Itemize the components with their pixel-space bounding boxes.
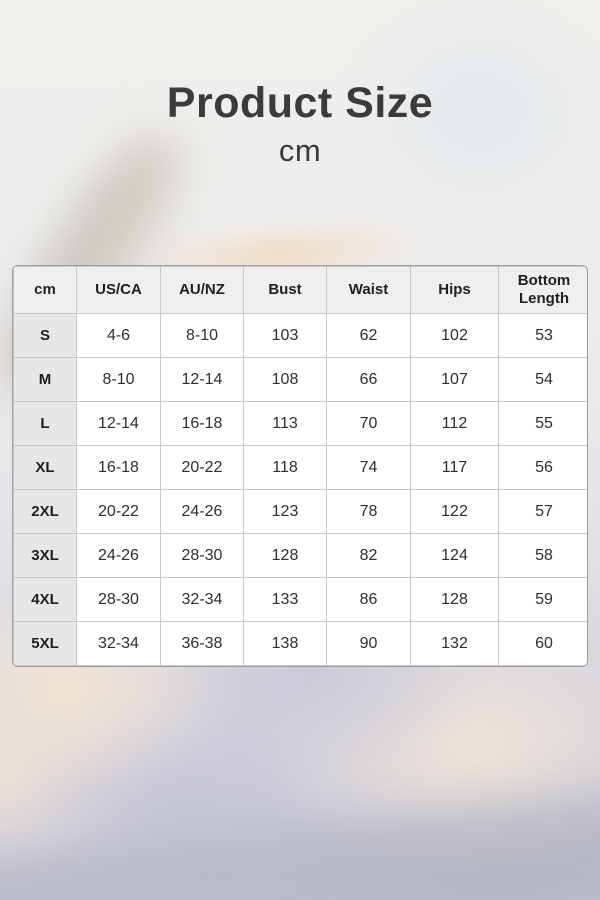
table-row-s: S 4-6 8-10 103 62 102 53 — [13, 313, 587, 358]
size-value-cell: 124 — [410, 533, 499, 578]
size-value-cell: 8-10 — [160, 313, 244, 358]
size-value-cell: 113 — [243, 401, 327, 446]
size-value-cell: 62 — [326, 313, 411, 358]
size-value-cell: 60 — [498, 621, 587, 666]
size-value-cell: 56 — [498, 445, 587, 490]
size-value-cell: 58 — [498, 533, 587, 578]
table-row-m: M 8-10 12-14 108 66 107 54 — [13, 357, 587, 402]
size-value-cell: 74 — [326, 445, 411, 490]
size-value-cell: 36-38 — [160, 621, 244, 666]
table-row-5xl: 5XL 32-34 36-38 138 90 132 60 — [13, 621, 587, 666]
table-row-4xl: 4XL 28-30 32-34 133 86 128 59 — [13, 577, 587, 622]
size-value-cell: 128 — [410, 577, 499, 622]
size-value-cell: 133 — [243, 577, 327, 622]
size-value-cell: 86 — [326, 577, 411, 622]
size-value-cell: 59 — [498, 577, 587, 622]
size-label-cell: 2XL — [13, 489, 77, 534]
size-label-cell: 5XL — [13, 621, 77, 666]
size-value-cell: 16-18 — [160, 401, 244, 446]
size-value-cell: 28-30 — [160, 533, 244, 578]
table-row-2xl: 2XL 20-22 24-26 123 78 122 57 — [13, 489, 587, 534]
size-value-cell: 54 — [498, 357, 587, 402]
size-value-cell: 102 — [410, 313, 499, 358]
column-header-waist: Waist — [326, 266, 411, 314]
column-header-bust: Bust — [243, 266, 327, 314]
size-value-cell: 107 — [410, 357, 499, 402]
column-header-cm: cm — [13, 266, 77, 314]
size-value-cell: 24-26 — [160, 489, 244, 534]
size-value-cell: 53 — [498, 313, 587, 358]
unit-label: cm — [278, 133, 322, 169]
size-value-cell: 122 — [410, 489, 499, 534]
table-row-xl: XL 16-18 20-22 118 74 117 56 — [13, 445, 587, 490]
size-value-cell: 128 — [243, 533, 327, 578]
size-value-cell: 12-14 — [160, 357, 244, 402]
size-value-cell: 112 — [410, 401, 499, 446]
size-value-cell: 108 — [243, 357, 327, 402]
size-value-cell: 117 — [410, 445, 499, 490]
size-value-cell: 4-6 — [76, 313, 161, 358]
size-value-cell: 20-22 — [76, 489, 161, 534]
size-value-cell: 57 — [498, 489, 587, 534]
size-label-cell: M — [13, 357, 77, 402]
size-value-cell: 123 — [243, 489, 327, 534]
table-row-l: L 12-14 16-18 113 70 112 55 — [13, 401, 587, 446]
size-label-cell: L — [13, 401, 77, 446]
size-value-cell: 70 — [326, 401, 411, 446]
title-block: Product Size cm — [0, 80, 600, 169]
size-value-cell: 82 — [326, 533, 411, 578]
table-row-3xl: 3XL 24-26 28-30 128 82 124 58 — [13, 533, 587, 578]
header-row: cm US/CA AU/NZ Bust Waist Hips Bottom Le… — [13, 266, 587, 314]
size-value-cell: 28-30 — [76, 577, 161, 622]
size-value-cell: 16-18 — [76, 445, 161, 490]
size-table: cm US/CA AU/NZ Bust Waist Hips Bottom Le… — [13, 266, 587, 666]
size-label-cell: XL — [13, 445, 77, 490]
size-value-cell: 24-26 — [76, 533, 161, 578]
size-label-cell: 4XL — [13, 577, 77, 622]
size-value-cell: 132 — [410, 621, 499, 666]
size-label-cell: 3XL — [13, 533, 77, 578]
column-header-hips: Hips — [410, 266, 499, 314]
size-label-cell: S — [13, 313, 77, 358]
size-value-cell: 78 — [326, 489, 411, 534]
size-value-cell: 118 — [243, 445, 327, 490]
size-value-cell: 103 — [243, 313, 327, 358]
column-header-bottom-length: Bottom Length — [498, 266, 587, 314]
size-value-cell: 138 — [243, 621, 327, 666]
cloud-shadow-band — [0, 789, 600, 900]
size-value-cell: 12-14 — [76, 401, 161, 446]
size-table-container: cm US/CA AU/NZ Bust Waist Hips Bottom Le… — [12, 265, 588, 667]
column-header-usca: US/CA — [76, 266, 161, 314]
size-value-cell: 90 — [326, 621, 411, 666]
page-title: Product Size — [166, 79, 434, 127]
size-value-cell: 32-34 — [76, 621, 161, 666]
size-value-cell: 8-10 — [76, 357, 161, 402]
size-value-cell: 20-22 — [160, 445, 244, 490]
size-value-cell: 55 — [498, 401, 587, 446]
size-value-cell: 66 — [326, 357, 411, 402]
column-header-aunz: AU/NZ — [160, 266, 244, 314]
size-value-cell: 32-34 — [160, 577, 244, 622]
